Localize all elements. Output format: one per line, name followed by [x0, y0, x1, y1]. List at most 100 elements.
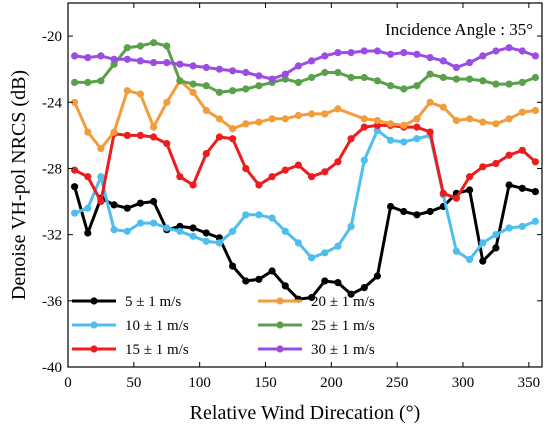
data-point [84, 54, 92, 62]
data-point [321, 277, 329, 285]
legend-swatch-marker [276, 297, 284, 305]
data-point [321, 52, 329, 60]
data-point [413, 123, 421, 131]
data-point [176, 173, 184, 181]
data-point [347, 73, 355, 82]
data-point [505, 80, 513, 88]
data-point [466, 255, 474, 264]
data-point [505, 115, 513, 123]
data-point [518, 47, 526, 55]
data-point [215, 65, 223, 73]
data-point [229, 87, 237, 95]
data-point [518, 108, 526, 116]
data-point [255, 275, 263, 283]
data-point [452, 75, 460, 83]
data-point [71, 52, 79, 60]
data-point [439, 73, 447, 82]
data-point [189, 181, 197, 189]
data-point [426, 128, 434, 136]
data-point [268, 75, 276, 83]
data-point [268, 173, 276, 181]
data-point [229, 125, 237, 133]
data-point [150, 133, 158, 141]
data-point [84, 128, 92, 136]
data-point [413, 211, 421, 219]
series-5 [71, 39, 540, 96]
series-6 [71, 44, 540, 83]
x-tick-label: 50 [126, 375, 141, 391]
data-point [136, 57, 144, 65]
data-point [518, 222, 526, 230]
data-point [163, 224, 171, 232]
series-2 [71, 126, 540, 264]
data-point [426, 98, 434, 106]
data-point [308, 57, 316, 65]
data-point [294, 78, 302, 86]
data-point [439, 103, 447, 111]
data-point [202, 82, 210, 90]
data-point [308, 293, 316, 302]
legend-entry: 15 ± 1 m/s [72, 342, 189, 358]
data-point [281, 70, 289, 78]
data-point [189, 232, 197, 240]
x-tick-label: 0 [64, 375, 72, 391]
data-point [321, 249, 329, 257]
data-point [71, 98, 79, 106]
data-point [492, 80, 500, 88]
legend-swatch-marker [90, 345, 98, 353]
series-4 [71, 77, 540, 153]
data-point [373, 126, 381, 134]
data-point [136, 42, 144, 50]
y-tick-label: -36 [42, 294, 62, 310]
series-3 [71, 121, 540, 206]
data-point [202, 229, 210, 237]
data-point [281, 166, 289, 174]
data-point [294, 62, 302, 70]
data-point [229, 227, 237, 235]
data-point [360, 284, 368, 292]
legend-label: 25 ± 1 m/s [311, 318, 375, 334]
data-point [466, 186, 474, 194]
data-point [110, 226, 118, 234]
data-point [387, 202, 395, 211]
data-point [321, 68, 329, 77]
data-point [242, 211, 250, 219]
data-point [321, 168, 329, 176]
legend-entry: 10 ± 1 m/s [72, 318, 189, 334]
data-point [163, 42, 171, 50]
data-point [413, 50, 421, 58]
data-point [334, 105, 342, 113]
data-point [97, 197, 105, 206]
data-point [334, 68, 342, 77]
data-point [255, 72, 263, 80]
data-point [84, 173, 92, 181]
data-point [281, 227, 289, 235]
data-point [176, 60, 184, 68]
y-ticks: -40 -36 -32 -28 -24 -20 [42, 29, 542, 376]
data-point [281, 75, 289, 83]
data-point [479, 163, 487, 171]
data-point [255, 82, 263, 90]
data-point [294, 161, 302, 169]
legend-entry: 20 ± 1 m/s [258, 294, 375, 310]
data-point [176, 77, 184, 85]
data-point [136, 219, 144, 227]
data-point [373, 116, 381, 125]
data-point [97, 173, 105, 181]
x-tick-label: 150 [254, 375, 277, 391]
data-point [150, 39, 158, 47]
data-point [123, 204, 131, 212]
data-point [347, 135, 355, 143]
data-point [360, 115, 368, 123]
x-tick-label: 200 [320, 375, 343, 391]
data-point [531, 217, 540, 225]
data-point [531, 52, 540, 60]
data-point [360, 73, 368, 82]
data-point [387, 50, 395, 58]
data-point [373, 272, 381, 280]
data-point [479, 257, 487, 265]
data-point [308, 73, 316, 82]
data-point [71, 166, 79, 174]
data-point [123, 131, 131, 139]
